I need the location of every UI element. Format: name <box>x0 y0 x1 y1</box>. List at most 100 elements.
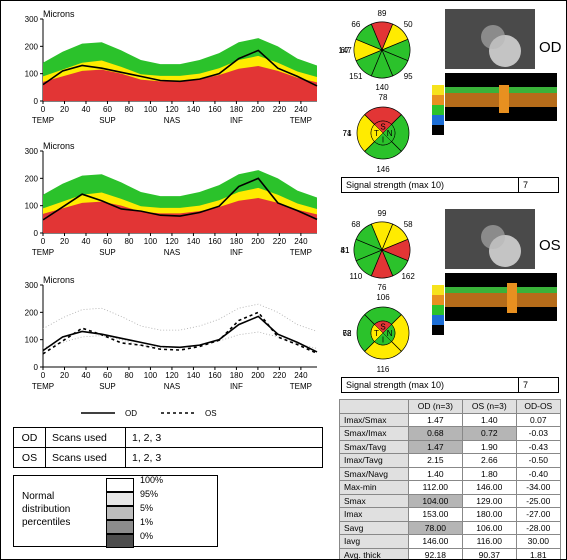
svg-text:110: 110 <box>349 272 362 281</box>
svg-text:116: 116 <box>377 365 390 373</box>
svg-text:S: S <box>380 122 385 131</box>
svg-text:106: 106 <box>376 293 390 302</box>
oct-scan-os <box>445 273 557 321</box>
svg-text:80: 80 <box>125 371 134 380</box>
svg-text:200: 200 <box>25 308 39 317</box>
svg-text:0: 0 <box>34 363 39 372</box>
svg-text:I: I <box>382 336 384 345</box>
svg-text:SUP: SUP <box>99 248 115 257</box>
stats-table: OD (n=3)OS (n=3)OD-OSImax/Smax1.471.400.… <box>339 399 561 560</box>
svg-text:60: 60 <box>103 371 112 380</box>
svg-text:T: T <box>374 129 379 138</box>
svg-text:140: 140 <box>187 371 201 380</box>
svg-text:0: 0 <box>34 229 39 238</box>
svg-text:71: 71 <box>343 129 352 138</box>
svg-text:100: 100 <box>144 371 158 380</box>
svg-text:0: 0 <box>41 371 46 380</box>
fundus-image-od <box>445 9 535 69</box>
svg-text:TEMP: TEMP <box>290 116 312 125</box>
svg-text:TEMP: TEMP <box>32 382 54 391</box>
svg-text:58: 58 <box>404 220 413 229</box>
svg-text:220: 220 <box>273 237 287 246</box>
svg-text:0: 0 <box>41 237 46 246</box>
svg-text:240: 240 <box>294 237 308 246</box>
svg-text:80: 80 <box>125 105 134 114</box>
percentiles-legend: Normal distribution percentiles 100%95%5… <box>13 475 218 547</box>
svg-text:200: 200 <box>25 174 39 183</box>
svg-text:S: S <box>380 322 385 331</box>
scans-od-val: 1, 2, 3 <box>126 428 323 448</box>
svg-text:SUP: SUP <box>99 116 115 125</box>
oct-scan-od <box>445 73 557 121</box>
svg-text:146: 146 <box>376 165 390 173</box>
svg-text:76: 76 <box>378 283 387 291</box>
svg-text:40: 40 <box>82 371 91 380</box>
svg-text:300: 300 <box>25 147 39 156</box>
svg-text:78: 78 <box>379 93 388 102</box>
svg-text:66: 66 <box>351 20 360 29</box>
od-4-sector: 787414671SNIT <box>343 93 423 173</box>
signal-strength-od: Signal strength (max 10)7 <box>341 177 559 193</box>
svg-text:80: 80 <box>125 237 134 246</box>
svg-text:220: 220 <box>273 105 287 114</box>
svg-text:TEMP: TEMP <box>32 116 54 125</box>
svg-text:20: 20 <box>60 105 69 114</box>
svg-text:0: 0 <box>41 105 46 114</box>
svg-text:240: 240 <box>294 371 308 380</box>
svg-text:100: 100 <box>25 202 39 211</box>
svg-text:160: 160 <box>208 237 222 246</box>
svg-text:240: 240 <box>294 105 308 114</box>
scans-od-eye: OD <box>14 428 46 448</box>
svg-text:INF: INF <box>230 116 243 125</box>
svg-text:Microns: Microns <box>43 9 75 19</box>
overlay-legend: OD OS <box>81 407 261 419</box>
svg-text:OD: OD <box>125 409 137 418</box>
svg-text:40: 40 <box>82 237 91 246</box>
scans-used-label: Scans used <box>46 428 126 448</box>
svg-text:TEMP: TEMP <box>290 382 312 391</box>
svg-text:300: 300 <box>25 281 39 290</box>
svg-text:200: 200 <box>251 237 265 246</box>
svg-text:100: 100 <box>25 336 39 345</box>
svg-text:220: 220 <box>273 371 287 380</box>
svg-text:140: 140 <box>187 105 201 114</box>
svg-text:160: 160 <box>208 371 222 380</box>
os-4-sector: 1066811672SNIT <box>343 293 423 373</box>
scans-os-val: 1, 2, 3 <box>126 448 323 468</box>
scans-os-eye: OS <box>14 448 46 468</box>
svg-text:SUP: SUP <box>99 382 115 391</box>
scans-used-table: ODScans used1, 2, 3 OSScans used1, 2, 3 <box>13 427 323 468</box>
svg-text:40: 40 <box>82 105 91 114</box>
svg-text:60: 60 <box>103 105 112 114</box>
svg-text:151: 151 <box>349 72 363 81</box>
svg-text:99: 99 <box>378 209 387 218</box>
svg-text:180: 180 <box>230 105 244 114</box>
svg-text:100: 100 <box>144 105 158 114</box>
svg-text:100: 100 <box>25 70 39 79</box>
svg-text:120: 120 <box>165 371 179 380</box>
svg-text:NAS: NAS <box>164 382 180 391</box>
oct-colorbar-od <box>432 75 446 135</box>
svg-text:INF: INF <box>230 248 243 257</box>
svg-text:20: 20 <box>60 371 69 380</box>
svg-text:81: 81 <box>341 246 350 255</box>
svg-text:140: 140 <box>375 83 389 91</box>
signal-strength-os: Signal strength (max 10)7 <box>341 377 559 393</box>
svg-text:Microns: Microns <box>43 275 75 285</box>
svg-text:Microns: Microns <box>43 141 75 151</box>
svg-text:160: 160 <box>208 105 222 114</box>
svg-text:0: 0 <box>34 97 39 106</box>
svg-text:147: 147 <box>339 46 352 55</box>
svg-text:N: N <box>387 129 393 138</box>
svg-text:NAS: NAS <box>164 116 180 125</box>
scans-used-label2: Scans used <box>46 448 126 468</box>
svg-text:200: 200 <box>251 371 265 380</box>
svg-text:100: 100 <box>144 237 158 246</box>
svg-text:N: N <box>387 329 393 338</box>
svg-text:OS: OS <box>205 409 217 418</box>
svg-text:50: 50 <box>404 20 413 29</box>
svg-text:180: 180 <box>230 371 244 380</box>
svg-text:INF: INF <box>230 382 243 391</box>
os-label: OS <box>539 237 561 254</box>
oct-colorbar-os <box>432 275 446 335</box>
